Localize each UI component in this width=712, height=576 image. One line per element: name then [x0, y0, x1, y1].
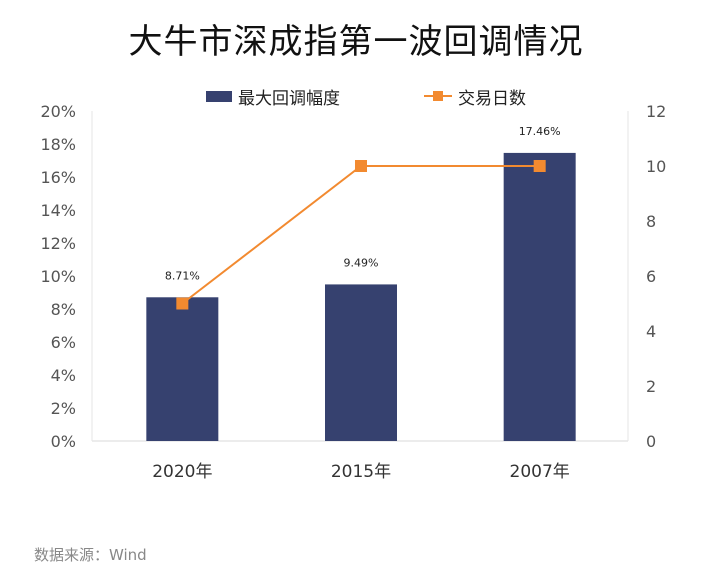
line-point-marker [355, 160, 367, 172]
y-left-tick-label: 0% [51, 432, 76, 451]
y-right-tick-label: 2 [646, 377, 656, 396]
x-tick-label: 2020年 [152, 462, 212, 482]
legend: 最大回调幅度 交易日数 [0, 84, 712, 109]
y-right-tick-label: 4 [646, 322, 656, 341]
y-left-tick-label: 4% [51, 366, 76, 385]
line-point-marker [533, 160, 546, 172]
bar-data-label: 8.71% [165, 269, 200, 282]
y-right-tick-label: 8 [646, 212, 656, 231]
line-point-marker [176, 297, 189, 310]
y-right-tick-label: 12 [646, 102, 666, 121]
x-tick-label: 2007年 [510, 462, 570, 482]
legend-label-line: 交易日数 [458, 88, 526, 109]
chart-title: 大牛市深成指第一波回调情况 [128, 22, 584, 62]
y-left-tick-label: 14% [40, 201, 76, 220]
legend-bar-swatch [206, 90, 232, 102]
y-left-tick-label: 12% [40, 234, 76, 253]
y-left-tick-label: 20% [40, 102, 76, 121]
y-left-tick-label: 2% [51, 399, 76, 418]
y-left-tick-label: 18% [40, 135, 76, 154]
y-left-tick-label: 16% [40, 168, 76, 187]
y-left-tick-label: 6% [51, 333, 76, 352]
legend-item-line: 交易日数 [424, 84, 526, 109]
bar [325, 284, 397, 441]
bar [503, 152, 576, 441]
y-right-tick-label: 0 [646, 432, 656, 451]
bar-data-label: 17.46% [519, 125, 561, 138]
legend-item-bars: 最大回调幅度 [206, 84, 340, 109]
y-left-tick-label: 8% [51, 300, 76, 319]
bar-data-label: 9.49% [344, 256, 379, 269]
y-right-tick-label: 10 [646, 157, 666, 176]
y-left-tick-label: 10% [40, 267, 76, 286]
series-line [181, 165, 540, 305]
y-right-tick-label: 6 [646, 267, 656, 286]
bar [146, 297, 219, 441]
x-tick-label: 2015年 [331, 462, 391, 482]
legend-label-bars: 最大回调幅度 [238, 88, 340, 109]
source-note: 数据来源：Wind [34, 546, 147, 564]
legend-line-swatch [424, 90, 452, 102]
